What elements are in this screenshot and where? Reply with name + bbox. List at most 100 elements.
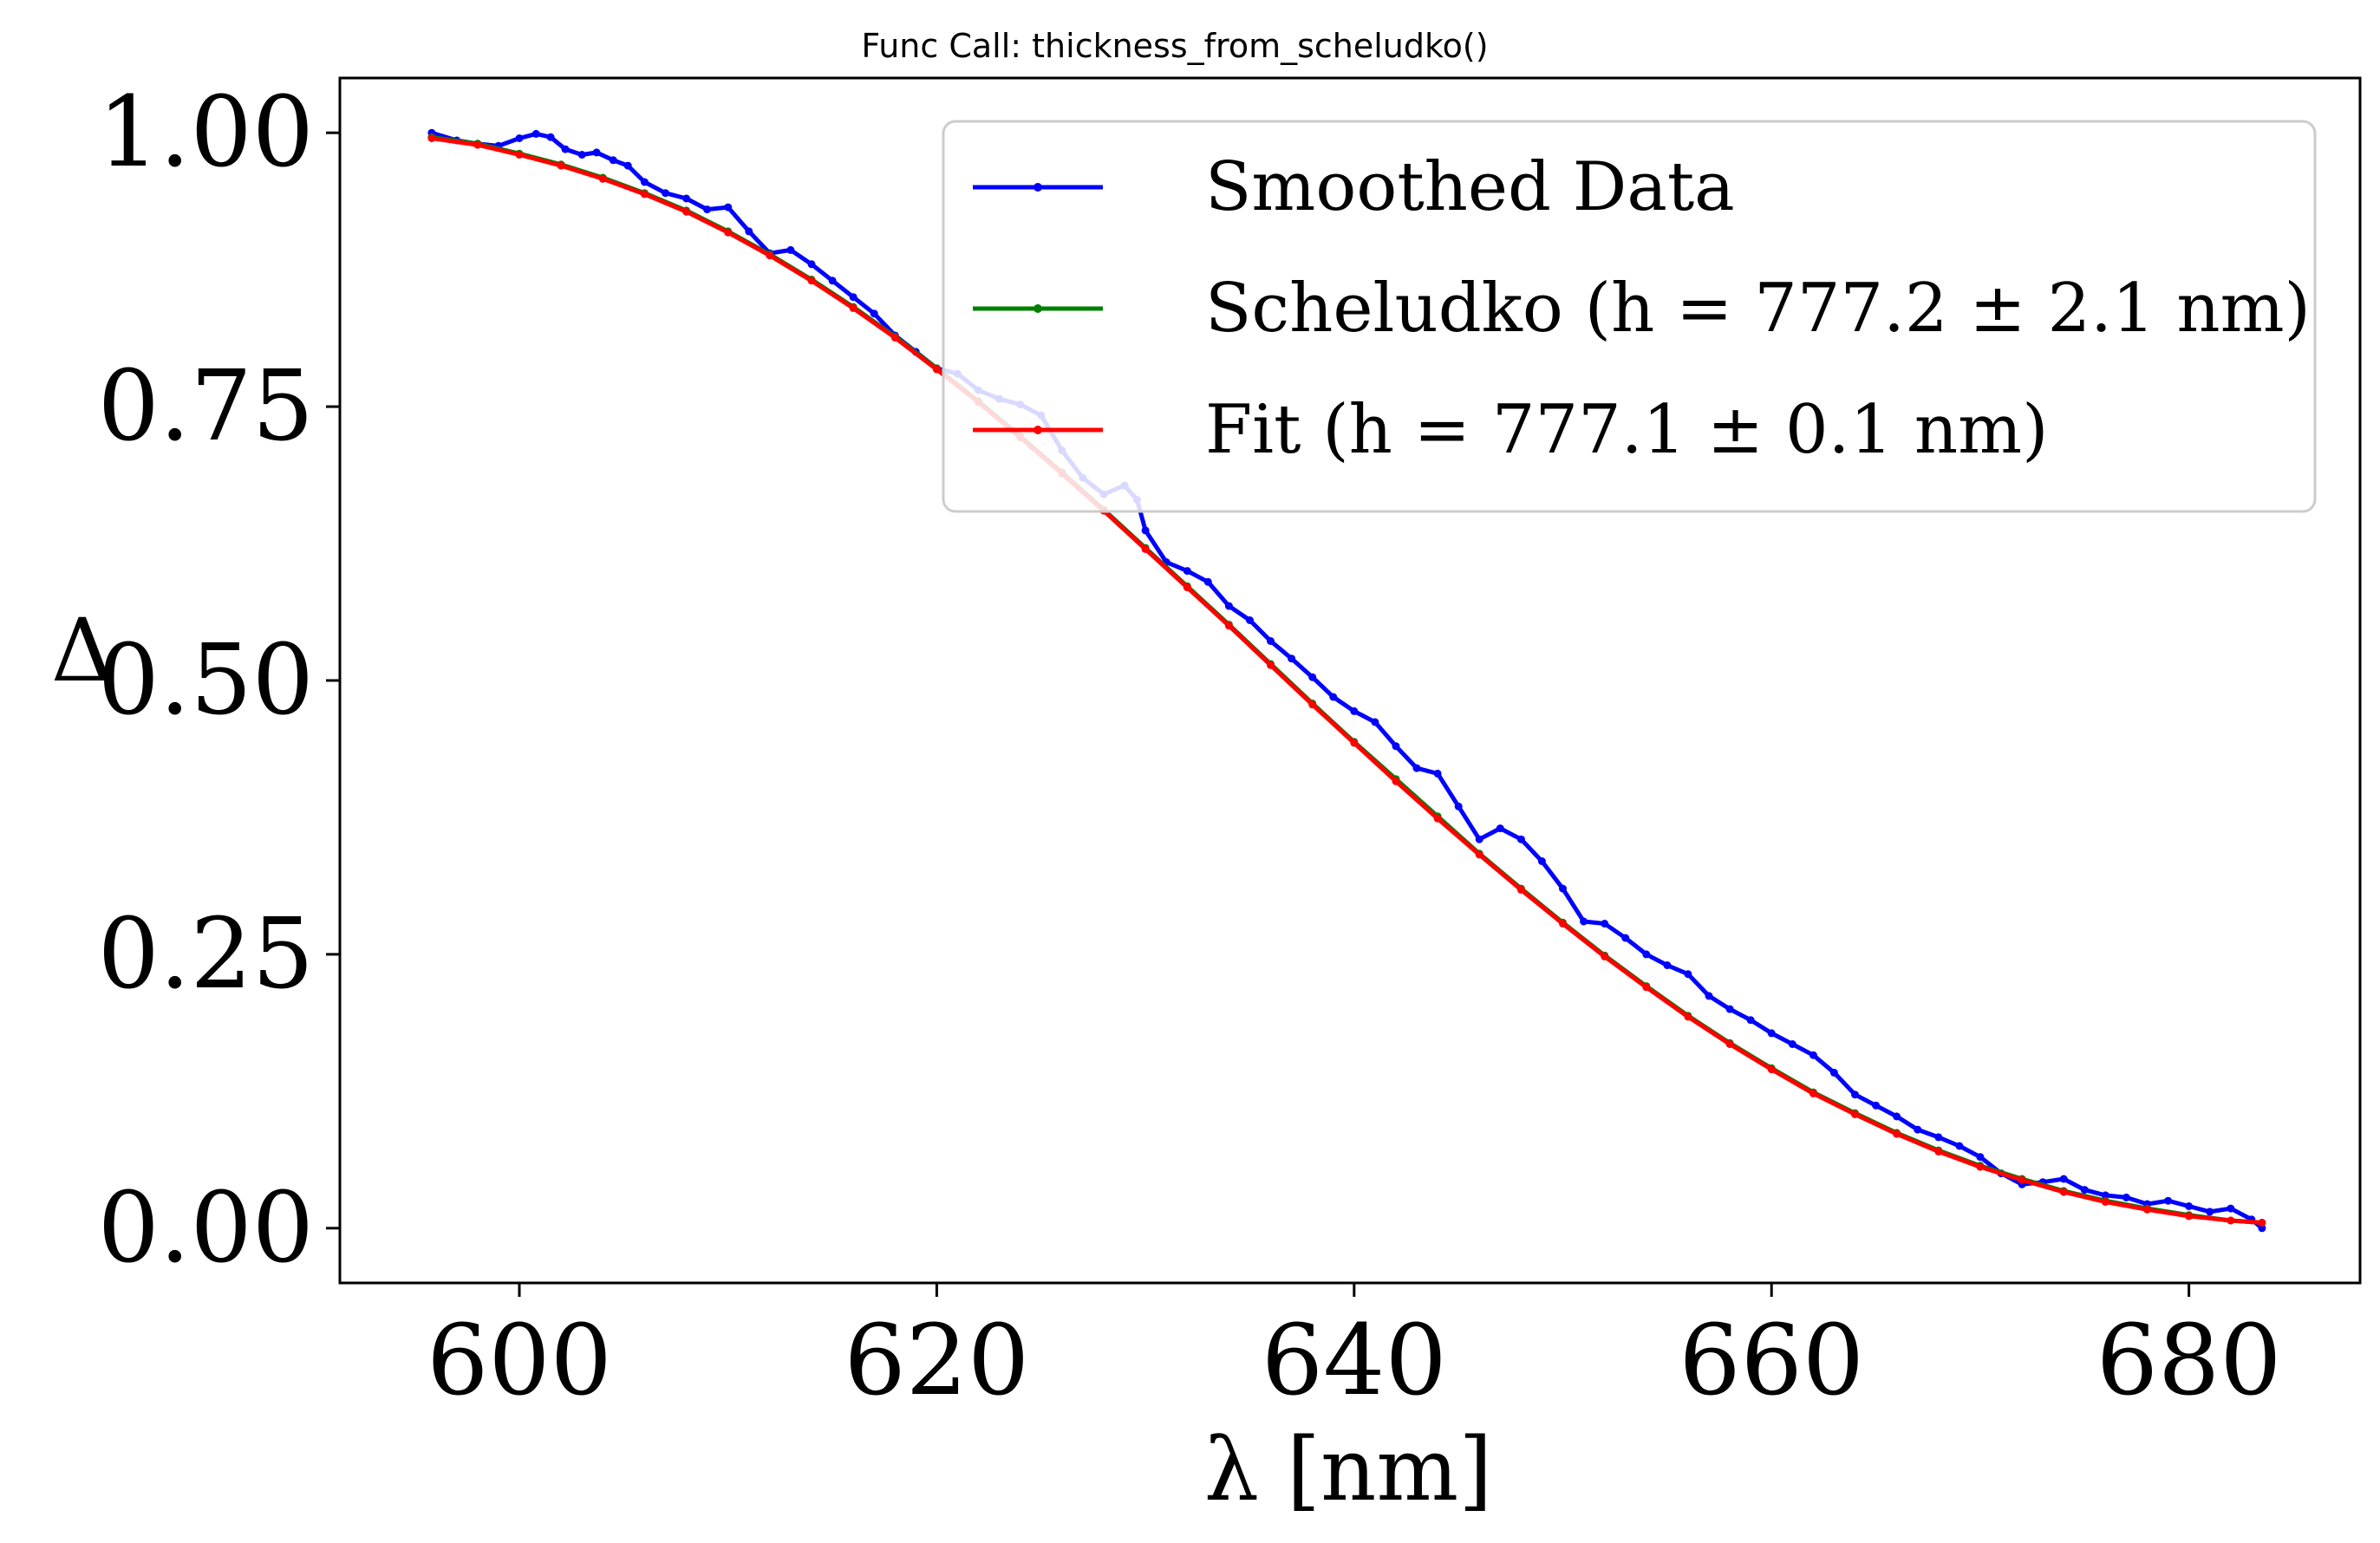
data-point <box>2122 1193 2130 1201</box>
data-point <box>1559 884 1567 893</box>
data-point <box>1767 1065 1776 1074</box>
legend: Smoothed Data Scheludko (h = 777.2 ± 2.1 … <box>942 120 2317 513</box>
data-point <box>515 134 524 142</box>
y-tick-label: 0.00 <box>98 1172 314 1285</box>
data-point <box>1642 983 1651 992</box>
y-axis-ticks: 0.00 0.25 0.50 0.75 1.00 <box>98 76 340 1285</box>
data-point <box>1496 824 1504 833</box>
data-point <box>1872 1101 1881 1110</box>
x-tick-label: 680 <box>2096 1305 2282 1417</box>
data-point <box>766 251 774 260</box>
data-point <box>890 334 899 342</box>
legend-marker <box>1034 183 1042 192</box>
x-axis-ticks: 600 620 640 660 680 <box>427 1283 2282 1417</box>
data-point <box>2059 1188 2068 1196</box>
data-point <box>2080 1186 2089 1195</box>
legend-entry: Scheludko (h = 777.2 ± 2.1 nm) <box>973 270 2311 348</box>
data-point <box>2018 1175 2026 1184</box>
data-point <box>1475 850 1483 859</box>
data-point <box>1454 802 1463 811</box>
data-point <box>1893 1130 1901 1138</box>
data-point <box>1203 577 1212 586</box>
data-point <box>1809 1089 1817 1097</box>
x-tick-label: 640 <box>1262 1305 1447 1417</box>
data-point <box>828 277 837 285</box>
y-tick-label: 0.50 <box>98 624 314 737</box>
data-point <box>2258 1224 2266 1233</box>
data-point <box>2185 1212 2194 1221</box>
x-tick-label: 660 <box>1679 1305 1864 1417</box>
data-point <box>473 140 482 149</box>
data-point <box>1433 769 1442 778</box>
data-point <box>2164 1196 2173 1205</box>
data-point <box>1516 885 1525 894</box>
data-point <box>531 129 540 138</box>
legend-label: Fit (h = 777.1 ± 0.1 nm) <box>1205 391 2049 469</box>
legend-label: Scheludko (h = 777.2 ± 2.1 nm) <box>1205 270 2311 348</box>
data-point <box>640 190 649 199</box>
data-point <box>623 161 632 170</box>
data-point <box>1433 814 1442 823</box>
legend-entry: Fit (h = 777.1 ± 0.1 nm) <box>973 391 2049 469</box>
data-point <box>662 189 669 198</box>
x-tick-label: 620 <box>844 1305 1030 1417</box>
data-point <box>745 227 753 236</box>
data-point <box>2206 1208 2214 1216</box>
data-point <box>1663 961 1672 969</box>
data-point <box>932 365 941 374</box>
data-point <box>2059 1175 2068 1183</box>
data-point <box>682 207 691 216</box>
data-point <box>1580 917 1588 926</box>
data-point <box>2227 1204 2235 1213</box>
data-point <box>1371 718 1379 726</box>
data-point <box>682 194 691 203</box>
data-point <box>1642 950 1651 959</box>
data-point <box>807 260 816 269</box>
data-point <box>1412 764 1421 772</box>
data-point <box>724 228 733 237</box>
data-point <box>1224 622 1233 630</box>
data-point <box>1684 970 1692 979</box>
data-point <box>1851 1110 1859 1118</box>
y-axis-label: Δ <box>51 600 114 701</box>
data-point <box>1308 700 1317 709</box>
data-point <box>1559 920 1567 928</box>
data-point <box>1392 777 1400 785</box>
legend-marker <box>1034 304 1042 313</box>
legend-entries: Smoothed Data Scheludko (h = 777.2 ± 2.1 … <box>973 148 2311 469</box>
data-point <box>1705 992 1713 1000</box>
data-point <box>2258 1219 2266 1227</box>
legend-box <box>942 120 2317 513</box>
legend-marker <box>1034 426 1042 434</box>
series-2 <box>427 134 2266 1227</box>
data-point <box>1746 1016 1755 1025</box>
data-point <box>561 145 570 153</box>
data-point <box>592 148 601 157</box>
data-point <box>807 277 816 285</box>
data-point <box>870 309 878 318</box>
data-point <box>1267 637 1275 645</box>
data-point <box>2101 1191 2109 1200</box>
legend-entry: Smoothed Data <box>973 148 1735 226</box>
data-point <box>1914 1125 1922 1134</box>
data-point <box>1955 1142 1964 1150</box>
data-point <box>849 303 857 312</box>
data-point <box>849 293 857 302</box>
data-point <box>546 133 555 141</box>
data-point <box>2143 1205 2151 1214</box>
data-point <box>1516 835 1525 843</box>
data-point <box>1934 1147 1943 1156</box>
data-point <box>1475 835 1483 843</box>
data-point <box>1976 1153 1985 1162</box>
data-point <box>427 134 436 142</box>
data-point <box>1621 934 1630 942</box>
data-point <box>640 178 649 186</box>
data-point <box>1246 616 1254 624</box>
data-point <box>1893 1112 1901 1121</box>
x-tick-label: 600 <box>427 1305 612 1417</box>
data-point <box>1224 602 1233 610</box>
plot-area: 600 620 640 660 680 0.00 0.25 0.50 0.75 1.00 <box>98 76 2362 1417</box>
data-point <box>1308 673 1317 681</box>
data-point <box>1725 1040 1734 1048</box>
